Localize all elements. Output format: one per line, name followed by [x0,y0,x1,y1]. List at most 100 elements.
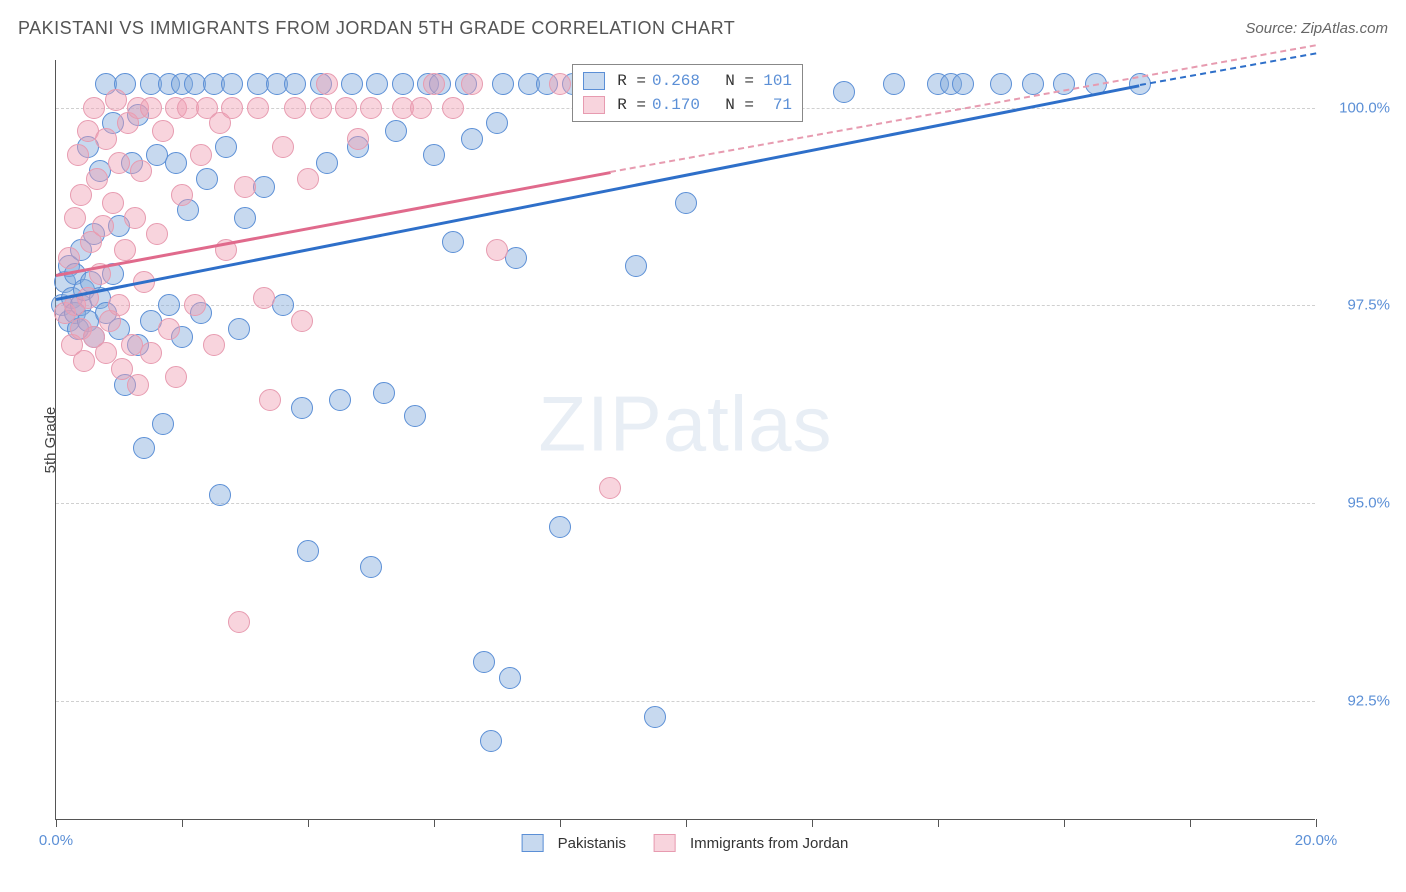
data-point [549,73,571,95]
data-point [73,350,95,372]
data-point [165,152,187,174]
r-value: 0.170 [652,93,700,117]
data-point [114,239,136,261]
legend-swatch [583,96,605,114]
legend-stats: R = 0.268 N = 101R = 0.170 N = 71 [572,64,803,122]
data-point [215,136,237,158]
data-point [385,120,407,142]
x-tick-label: 0.0% [39,832,73,849]
data-point [644,706,666,728]
data-point [423,144,445,166]
chart-title: PAKISTANI VS IMMIGRANTS FROM JORDAN 5TH … [18,18,735,39]
data-point [473,651,495,673]
data-point [158,294,180,316]
data-point [291,397,313,419]
data-point [105,89,127,111]
data-point [492,73,514,95]
data-point [67,144,89,166]
x-tick [938,819,939,827]
data-point [102,192,124,214]
y-tick-label: 97.5% [1325,297,1390,314]
data-point [196,168,218,190]
data-point [95,128,117,150]
data-point [247,97,269,119]
data-point [883,73,905,95]
y-tick-label: 92.5% [1325,693,1390,710]
data-point [272,294,294,316]
data-point [499,667,521,689]
data-point [952,73,974,95]
data-point [228,318,250,340]
data-point [86,168,108,190]
data-point [316,73,338,95]
data-point [209,484,231,506]
legend-swatch [522,834,544,852]
x-tick [686,819,687,827]
data-point [675,192,697,214]
data-point [297,168,319,190]
data-point [505,247,527,269]
legend-label: Pakistanis [558,835,626,852]
data-point [833,81,855,103]
legend-stats-row: R = 0.170 N = 71 [583,93,792,117]
data-point [108,294,130,316]
data-point [410,97,432,119]
data-point [461,128,483,150]
data-point [599,477,621,499]
data-point [234,176,256,198]
data-point [335,97,357,119]
data-point [130,160,152,182]
chart-source: Source: ZipAtlas.com [1245,20,1388,37]
x-tick [1064,819,1065,827]
x-tick [434,819,435,827]
data-point [146,223,168,245]
data-point [329,389,351,411]
data-point [486,112,508,134]
data-point [404,405,426,427]
data-point [360,556,382,578]
data-point [165,366,187,388]
data-point [480,730,502,752]
data-point [442,231,464,253]
legend-swatch [583,72,605,90]
legend-bottom: Pakistanis Immigrants from Jordan [522,834,849,852]
r-value: 0.268 [652,69,700,93]
data-point [625,255,647,277]
gridline [56,305,1315,306]
x-tick [812,819,813,827]
n-value: 71 [760,93,792,117]
gridline [56,503,1315,504]
data-point [284,73,306,95]
x-tick-label: 20.0% [1295,832,1338,849]
data-point [272,136,294,158]
data-point [392,73,414,95]
data-point [83,97,105,119]
chart-header: PAKISTANI VS IMMIGRANTS FROM JORDAN 5TH … [18,18,1388,39]
data-point [291,310,313,332]
legend-stats-row: R = 0.268 N = 101 [583,69,792,93]
legend-label: Immigrants from Jordan [690,835,848,852]
y-tick-label: 100.0% [1325,99,1390,116]
data-point [253,176,275,198]
data-point [366,73,388,95]
data-point [990,73,1012,95]
watermark: ZIPatlas [538,379,832,470]
data-point [221,73,243,95]
data-point [127,374,149,396]
x-tick [56,819,57,827]
data-point [140,97,162,119]
x-tick [1316,819,1317,827]
data-point [1022,73,1044,95]
data-point [341,73,363,95]
data-point [259,389,281,411]
gridline [56,701,1315,702]
data-point [549,516,571,538]
data-point [64,207,86,229]
x-tick [182,819,183,827]
data-point [92,215,114,237]
data-point [124,207,146,229]
data-point [203,334,225,356]
data-point [461,73,483,95]
data-point [316,152,338,174]
data-point [133,437,155,459]
